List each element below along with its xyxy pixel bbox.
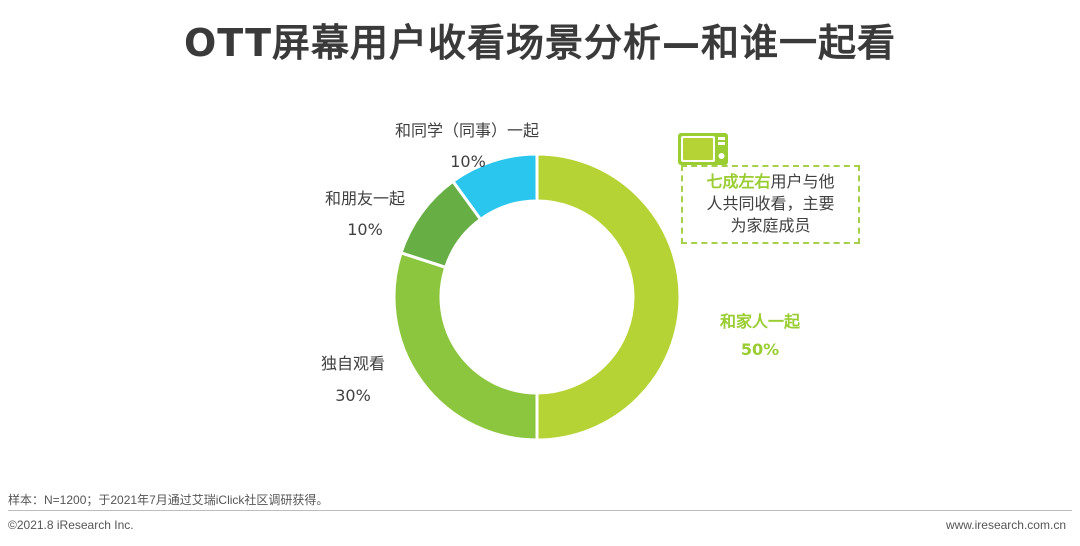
callout-line3: 为家庭成员 <box>730 216 811 235</box>
callout-box: 七成左右用户与他 人共同收看，主要 为家庭成员 <box>681 165 860 244</box>
callout-highlight: 七成左右 <box>706 172 771 191</box>
donut-slice-alone <box>392 250 539 442</box>
slice-value-alone: 30% <box>335 386 371 405</box>
tv-icon <box>678 133 728 165</box>
slice-label-friends: 和朋友一起 <box>324 189 405 208</box>
slice-label-classmates: 和同学（同事）一起 <box>394 121 539 140</box>
slice-value-family: 50% <box>740 340 780 359</box>
slice-value-friends: 10% <box>347 220 383 239</box>
donut-slice-classmates <box>450 152 539 222</box>
donut-slice-family <box>535 152 682 442</box>
footnote: 样本：N=1200；于2021年7月通过艾瑞iClick社区调研获得。 <box>8 493 329 507</box>
slice-label-alone: 独自观看 <box>320 354 385 373</box>
copyright: ©2021.8 iResearch Inc. <box>8 518 134 532</box>
slice-value-classmates: 10% <box>450 152 486 171</box>
callout-line1: 用户与他 <box>770 172 835 191</box>
slice-label-family: 和家人一起 <box>719 312 800 331</box>
callout-line2: 人共同收看，主要 <box>706 194 835 213</box>
page-title: OTT屏幕用户收看场景分析—和谁一起看 <box>183 21 897 65</box>
footer-divider <box>8 510 1072 511</box>
website-link[interactable]: www.iresearch.com.cn <box>945 518 1066 532</box>
